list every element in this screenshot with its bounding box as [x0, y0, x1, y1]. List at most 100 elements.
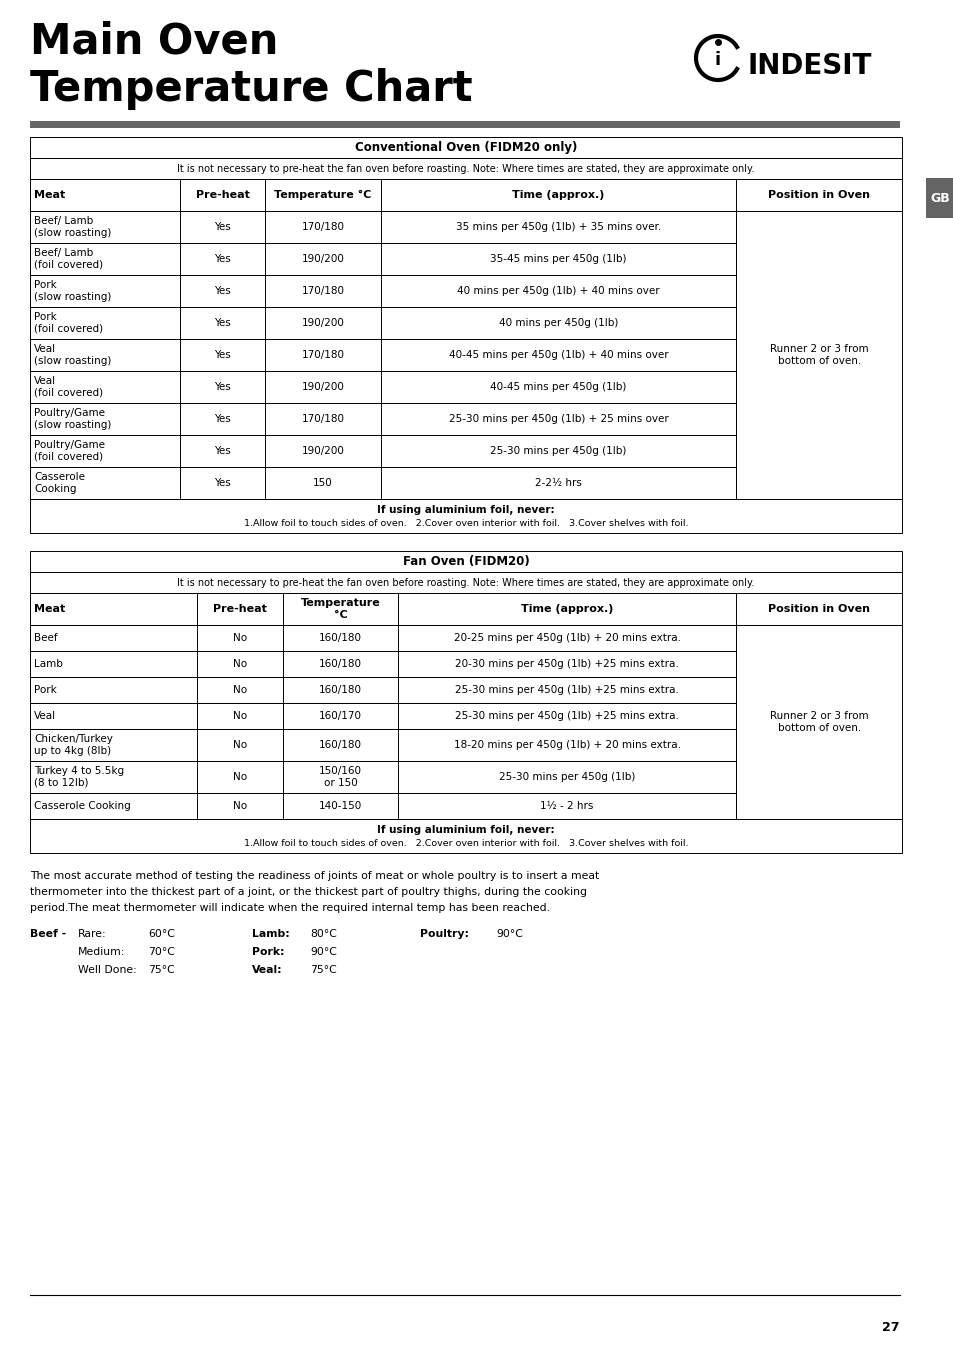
- Bar: [30, 593, 901, 626]
- Text: No: No: [233, 711, 247, 721]
- Text: Yes: Yes: [214, 350, 231, 359]
- Text: No: No: [233, 634, 247, 643]
- Bar: [30, 793, 736, 819]
- Text: 25-30 mins per 450g (1lb) +25 mins extra.: 25-30 mins per 450g (1lb) +25 mins extra…: [455, 711, 679, 721]
- Bar: [30, 677, 736, 703]
- Text: 160/180: 160/180: [318, 740, 361, 750]
- Text: 25-30 mins per 450g (1lb): 25-30 mins per 450g (1lb): [490, 446, 626, 457]
- Bar: [30, 703, 736, 730]
- Text: 40-45 mins per 450g (1lb) + 40 mins over: 40-45 mins per 450g (1lb) + 40 mins over: [448, 350, 667, 359]
- Bar: [736, 211, 901, 499]
- Text: 160/170: 160/170: [318, 711, 361, 721]
- Text: Poultry:: Poultry:: [419, 929, 469, 939]
- Text: 35-45 mins per 450g (1lb): 35-45 mins per 450g (1lb): [490, 254, 626, 263]
- Bar: [30, 136, 901, 158]
- Text: 40 mins per 450g (1lb): 40 mins per 450g (1lb): [498, 317, 618, 328]
- Text: Pre-heat: Pre-heat: [213, 604, 267, 613]
- Text: 25-30 mins per 450g (1lb) + 25 mins over: 25-30 mins per 450g (1lb) + 25 mins over: [448, 413, 668, 424]
- Text: 150/160
or 150: 150/160 or 150: [318, 766, 361, 788]
- Text: 35 mins per 450g (1lb) + 35 mins over.: 35 mins per 450g (1lb) + 35 mins over.: [456, 222, 660, 232]
- Text: Veal:: Veal:: [252, 965, 282, 975]
- Text: Temperature °C: Temperature °C: [274, 190, 372, 200]
- Bar: [30, 499, 901, 534]
- Text: Veal
(slow roasting): Veal (slow roasting): [34, 345, 112, 366]
- Text: Pork: Pork: [34, 685, 56, 694]
- Text: 90°C: 90°C: [310, 947, 336, 957]
- Bar: [30, 819, 901, 852]
- Bar: [30, 243, 736, 276]
- Text: Position in Oven: Position in Oven: [767, 604, 869, 613]
- Text: Yes: Yes: [214, 382, 231, 392]
- Text: Beef/ Lamb
(foil covered): Beef/ Lamb (foil covered): [34, 249, 103, 270]
- Text: The most accurate method of testing the readiness of joints of meat or whole pou: The most accurate method of testing the …: [30, 871, 598, 881]
- Bar: [30, 551, 901, 571]
- Text: Yes: Yes: [214, 478, 231, 488]
- Text: Main Oven: Main Oven: [30, 20, 278, 62]
- Text: Veal
(foil covered): Veal (foil covered): [34, 376, 103, 397]
- Text: 170/180: 170/180: [301, 222, 344, 232]
- Bar: [30, 307, 736, 339]
- Text: 75°C: 75°C: [310, 965, 336, 975]
- Text: 190/200: 190/200: [301, 382, 344, 392]
- Text: Temperature
°C: Temperature °C: [300, 598, 380, 620]
- Text: 75°C: 75°C: [148, 965, 174, 975]
- Text: It is not necessary to pre-heat the fan oven before roasting. Note: Where times : It is not necessary to pre-heat the fan …: [177, 577, 754, 588]
- Text: 1.Allow foil to touch sides of oven.   2.Cover oven interior with foil.   3.Cove: 1.Allow foil to touch sides of oven. 2.C…: [244, 839, 687, 847]
- Bar: [30, 651, 736, 677]
- Text: Poultry/Game
(foil covered): Poultry/Game (foil covered): [34, 440, 105, 462]
- Text: 160/180: 160/180: [318, 634, 361, 643]
- Text: Fan Oven (FIDM20): Fan Oven (FIDM20): [402, 555, 529, 567]
- Text: Meat: Meat: [34, 190, 65, 200]
- Text: period.The meat thermometer will indicate when the required internal temp has be: period.The meat thermometer will indicat…: [30, 902, 550, 913]
- Text: Pork
(slow roasting): Pork (slow roasting): [34, 280, 112, 301]
- Text: Beef: Beef: [34, 634, 57, 643]
- Text: 40-45 mins per 450g (1lb): 40-45 mins per 450g (1lb): [490, 382, 626, 392]
- Text: i: i: [714, 51, 720, 69]
- Text: Casserole
Cooking: Casserole Cooking: [34, 473, 85, 494]
- Text: GB: GB: [929, 192, 949, 204]
- Bar: [30, 403, 736, 435]
- Text: 150: 150: [313, 478, 333, 488]
- Text: 140-150: 140-150: [318, 801, 362, 811]
- Text: 170/180: 170/180: [301, 413, 344, 424]
- Text: 70°C: 70°C: [148, 947, 174, 957]
- Text: Runner 2 or 3 from
bottom of oven.: Runner 2 or 3 from bottom of oven.: [769, 345, 867, 366]
- Bar: [30, 761, 736, 793]
- Text: Rare:: Rare:: [78, 929, 107, 939]
- Text: 25-30 mins per 450g (1lb) +25 mins extra.: 25-30 mins per 450g (1lb) +25 mins extra…: [455, 685, 679, 694]
- Bar: [30, 158, 901, 178]
- Bar: [30, 122, 899, 128]
- Text: Medium:: Medium:: [78, 947, 125, 957]
- Bar: [925, 178, 953, 218]
- Text: Casserole Cooking: Casserole Cooking: [34, 801, 131, 811]
- Bar: [30, 730, 736, 761]
- Text: Pork
(foil covered): Pork (foil covered): [34, 312, 103, 334]
- Text: Chicken/Turkey
up to 4kg (8lb): Chicken/Turkey up to 4kg (8lb): [34, 734, 112, 755]
- Text: 18-20 mins per 450g (1lb) + 20 mins extra.: 18-20 mins per 450g (1lb) + 20 mins extr…: [454, 740, 679, 750]
- Text: Yes: Yes: [214, 413, 231, 424]
- Text: Yes: Yes: [214, 317, 231, 328]
- Text: 160/180: 160/180: [318, 659, 361, 669]
- Text: No: No: [233, 659, 247, 669]
- Text: Runner 2 or 3 from
bottom of oven.: Runner 2 or 3 from bottom of oven.: [769, 711, 867, 732]
- Text: 20-25 mins per 450g (1lb) + 20 mins extra.: 20-25 mins per 450g (1lb) + 20 mins extr…: [454, 634, 679, 643]
- Text: Yes: Yes: [214, 446, 231, 457]
- Text: Conventional Oven (FIDM20 only): Conventional Oven (FIDM20 only): [355, 141, 577, 154]
- Text: Turkey 4 to 5.5kg
(8 to 12lb): Turkey 4 to 5.5kg (8 to 12lb): [34, 766, 124, 788]
- Text: Poultry/Game
(slow roasting): Poultry/Game (slow roasting): [34, 408, 112, 430]
- Text: 90°C: 90°C: [496, 929, 522, 939]
- Text: Beef/ Lamb
(slow roasting): Beef/ Lamb (slow roasting): [34, 216, 112, 238]
- Text: Position in Oven: Position in Oven: [767, 190, 869, 200]
- Text: 170/180: 170/180: [301, 350, 344, 359]
- Text: Yes: Yes: [214, 286, 231, 296]
- Text: INDESIT: INDESIT: [747, 51, 871, 80]
- Text: 170/180: 170/180: [301, 286, 344, 296]
- Text: If using aluminium foil, never:: If using aluminium foil, never:: [376, 825, 555, 835]
- Text: No: No: [233, 740, 247, 750]
- Text: Time (approx.): Time (approx.): [512, 190, 604, 200]
- Bar: [30, 276, 736, 307]
- Text: 80°C: 80°C: [310, 929, 336, 939]
- Text: Yes: Yes: [214, 254, 231, 263]
- Text: Pork:: Pork:: [252, 947, 284, 957]
- Text: 60°C: 60°C: [148, 929, 174, 939]
